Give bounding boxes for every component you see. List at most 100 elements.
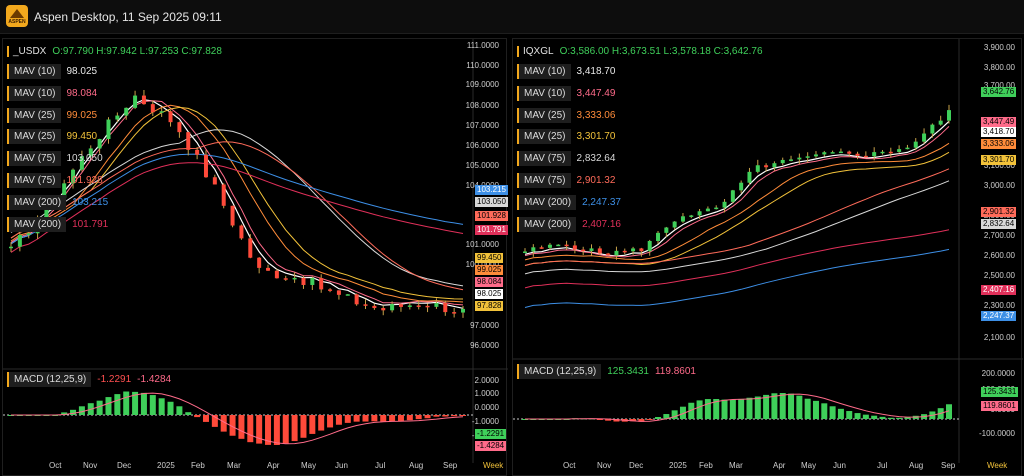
candle-body[interactable] (863, 155, 868, 158)
indicator-row[interactable]: MAV (200) 2,407.16 (517, 216, 621, 233)
usdx-chart-panel[interactable]: _USDX O:97.790 H:97.942 L:97.253 C:97.82… (2, 38, 508, 476)
candle-body[interactable] (597, 248, 602, 254)
candle-body[interactable] (345, 294, 350, 296)
candle-body[interactable] (416, 305, 421, 307)
candle-body[interactable] (739, 182, 744, 191)
candle-body[interactable] (539, 247, 544, 249)
candle-body[interactable] (195, 149, 200, 155)
candle-body[interactable] (531, 247, 536, 252)
candle-body[interactable] (354, 294, 359, 305)
candle-body[interactable] (705, 208, 710, 212)
candle-body[interactable] (310, 278, 315, 285)
candle-body[interactable] (838, 151, 843, 154)
indicator-name[interactable]: MAV (10) (517, 64, 571, 79)
candle-body[interactable] (780, 159, 785, 164)
candle-body[interactable] (319, 278, 324, 290)
candle-body[interactable] (813, 154, 818, 157)
candle-body[interactable] (425, 305, 430, 308)
indicator-row[interactable]: MAV (10) 3,418.70 (517, 63, 615, 80)
candle-body[interactable] (230, 205, 235, 226)
indicator-name[interactable]: MAV (200) (517, 194, 577, 210)
candle-body[interactable] (71, 169, 76, 184)
candle-body[interactable] (434, 303, 439, 307)
indicator-name[interactable]: MAV (200) (7, 194, 67, 210)
candle-body[interactable] (764, 165, 769, 168)
candle-body[interactable] (390, 304, 395, 311)
indicator-row[interactable]: MAV (75) 103.050 (7, 150, 103, 167)
indicator-row[interactable]: MAV (25) 99.025 (7, 107, 97, 124)
timeframe-label[interactable]: Week (987, 461, 1008, 470)
indicator-row[interactable]: MAV (25) 3,301.70 (517, 128, 615, 145)
candle-body[interactable] (855, 153, 860, 156)
candle-body[interactable] (614, 250, 619, 256)
indicator-name[interactable]: MAV (75) (7, 151, 61, 167)
indicator-name[interactable]: MAV (10) (7, 64, 61, 79)
candle-body[interactable] (203, 154, 208, 178)
candle-body[interactable] (328, 289, 333, 291)
candle-body[interactable] (938, 120, 943, 125)
candle-body[interactable] (274, 270, 279, 279)
indicator-name[interactable]: MAV (10) (517, 85, 571, 101)
candle-body[interactable] (930, 124, 935, 134)
candle-body[interactable] (872, 152, 877, 157)
candle-body[interactable] (159, 111, 164, 113)
candle-body[interactable] (257, 257, 262, 268)
candle-body[interactable] (789, 159, 794, 161)
symbol-name[interactable]: _USDX (7, 45, 46, 57)
candle-body[interactable] (830, 152, 835, 154)
candle-body[interactable] (88, 148, 93, 157)
candle-body[interactable] (639, 248, 644, 252)
timeframe-label[interactable]: Week (483, 461, 504, 470)
candle-body[interactable] (381, 308, 386, 311)
candle-body[interactable] (239, 225, 244, 239)
candle-body[interactable] (772, 163, 777, 168)
candle-body[interactable] (336, 290, 341, 295)
candle-body[interactable] (115, 115, 120, 120)
candle-body[interactable] (556, 244, 561, 247)
candle-body[interactable] (797, 157, 802, 160)
candle-body[interactable] (697, 211, 702, 216)
candle-body[interactable] (805, 156, 810, 158)
candle-body[interactable] (905, 147, 910, 150)
time-axis[interactable]: Oct Nov Dec 2025 Feb Mar Apr May Jun Jul Aug Sep Wee… (3, 461, 508, 473)
candle-body[interactable] (26, 233, 31, 235)
candle-body[interactable] (564, 244, 569, 247)
indicator-name[interactable]: MAV (200) (7, 216, 67, 232)
indicator-name[interactable]: MAV (200) (517, 216, 577, 232)
macd-indicator-name[interactable]: MACD (12,25,9) (7, 372, 92, 387)
candle-body[interactable] (248, 238, 253, 258)
candle-body[interactable] (913, 141, 918, 148)
indicator-row[interactable]: MAV (200) 103.215 (7, 194, 108, 211)
candle-body[interactable] (372, 305, 377, 309)
candle-body[interactable] (897, 149, 902, 152)
usdx-chart-canvas[interactable] (3, 39, 508, 476)
indicator-name[interactable]: MAV (25) (7, 129, 61, 145)
candle-body[interactable] (888, 151, 893, 154)
candle-body[interactable] (664, 227, 669, 233)
macd-indicator-name[interactable]: MACD (12,25,9) (517, 364, 602, 379)
candle-body[interactable] (124, 107, 129, 116)
indicator-row[interactable]: MAV (10) 3,447.49 (517, 85, 615, 102)
candle-body[interactable] (581, 249, 586, 252)
candle-body[interactable] (714, 207, 719, 210)
candle-body[interactable] (631, 248, 636, 252)
indicator-row[interactable]: MAV (200) 2,247.37 (517, 194, 621, 211)
indicator-row[interactable]: MAV (25) 99.450 (7, 128, 97, 145)
iqxgl-chart-panel[interactable]: IQXGL O:3,586.00 H:3,673.51 L:3,578.18 C… (512, 38, 1023, 476)
candle-body[interactable] (680, 216, 685, 222)
indicator-name[interactable]: MAV (25) (517, 129, 571, 145)
candle-body[interactable] (947, 110, 951, 121)
candle-body[interactable] (133, 95, 138, 108)
candle-body[interactable] (523, 251, 527, 254)
indicator-row[interactable]: MAV (75) 2,901.32 (517, 172, 615, 189)
indicator-name[interactable]: MAV (75) (517, 151, 571, 167)
candle-body[interactable] (452, 312, 457, 314)
candle-body[interactable] (168, 111, 173, 123)
indicator-name[interactable]: MAV (10) (7, 85, 61, 101)
candle-body[interactable] (443, 303, 448, 313)
symbol-name[interactable]: IQXGL (517, 45, 554, 57)
candle-body[interactable] (17, 234, 22, 247)
candle-body[interactable] (106, 119, 111, 139)
candle-body[interactable] (922, 133, 927, 142)
candle-body[interactable] (301, 277, 306, 285)
